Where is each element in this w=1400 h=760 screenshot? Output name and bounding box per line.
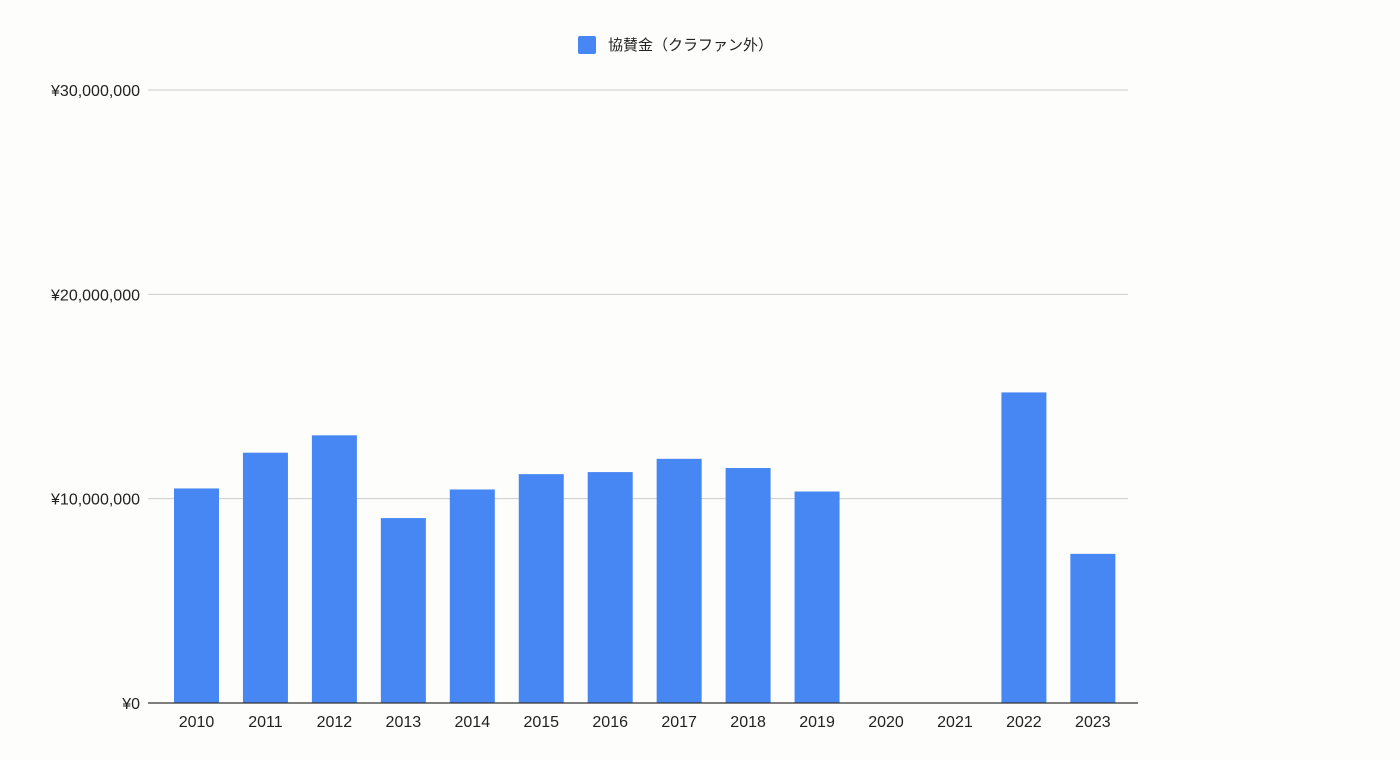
x-tick-label: 2014 (455, 714, 491, 731)
legend-swatch (578, 35, 596, 54)
x-tick-label: 2017 (661, 714, 697, 731)
x-tick-label: 2018 (730, 714, 766, 731)
x-tick-label: 2011 (248, 714, 283, 731)
bar-2017 (656, 458, 702, 703)
bar-2023 (1070, 553, 1116, 703)
y-tick-label: ¥30,000,000 (50, 83, 140, 100)
x-tick-label: 2023 (1075, 714, 1111, 731)
bar-2014 (449, 489, 495, 703)
bar-2012 (311, 435, 357, 703)
bar-2022 (1001, 392, 1047, 703)
x-tick-label: 2019 (799, 714, 835, 731)
x-tick-label: 2010 (179, 714, 215, 731)
bar-2018 (725, 468, 771, 703)
bar-2010 (174, 488, 219, 703)
x-tick-label: 2015 (523, 714, 559, 731)
bar-2019 (794, 491, 840, 703)
x-tick-label: 2021 (937, 714, 973, 731)
x-tick-label: 2012 (317, 714, 353, 731)
legend-label: 協賛金（クラファン外） (608, 36, 774, 54)
y-tick-label: ¥20,000,000 (50, 287, 140, 304)
bar-2016 (587, 472, 633, 703)
bar-2015 (518, 474, 564, 703)
x-tick-label: 2022 (1006, 714, 1042, 731)
y-tick-label: ¥10,000,000 (50, 492, 140, 509)
bar-2011 (242, 452, 288, 703)
x-tick-label: 2013 (386, 714, 422, 731)
x-tick-label: 2020 (868, 714, 904, 731)
legend: 協賛金（クラファン外） (578, 34, 773, 55)
bar-2013 (380, 518, 426, 703)
x-tick-label: 2016 (592, 714, 628, 731)
y-tick-label: ¥0 (121, 696, 140, 713)
